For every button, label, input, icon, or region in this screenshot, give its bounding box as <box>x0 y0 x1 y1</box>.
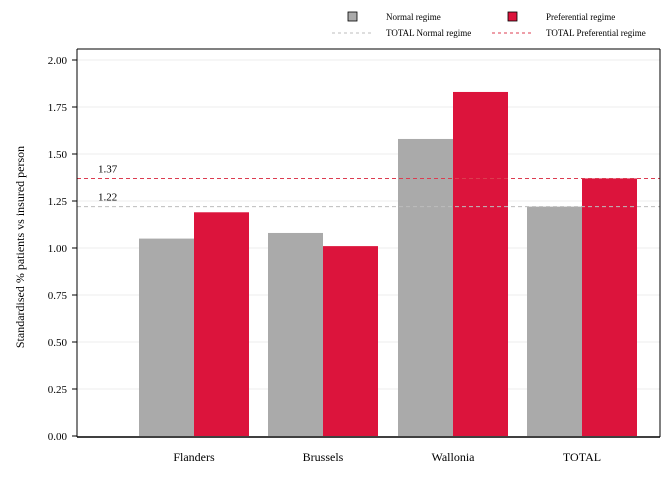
x-category-label: Flanders <box>173 450 215 464</box>
chart-axes: 0.00 0.25 0.50 0.75 1.00 1.25 1.50 1.75 2.00 Flan… <box>48 48 661 464</box>
legend-swatch <box>347 11 358 22</box>
bar-normal-regime-total <box>527 206 582 436</box>
ref-line-label: 1.37 <box>98 163 118 175</box>
legend-entry: TOTAL Normal regime <box>386 28 471 38</box>
x-category-label: Wallonia <box>431 450 475 464</box>
chart-legend: Normal regime Preferential regime TOTAL No… <box>332 11 646 38</box>
ref-line-label: 1.22 <box>98 192 117 204</box>
legend-entry: Normal regime <box>386 12 441 22</box>
bar-normal-regime-brussels <box>268 232 323 436</box>
y-tick-label: 0.50 <box>48 337 68 349</box>
x-category-label: TOTAL <box>563 450 601 464</box>
y-tick-label: 1.25 <box>48 196 68 208</box>
bar-normal-regime-wallonia <box>398 138 453 436</box>
y-tick-label: 0.00 <box>48 431 68 443</box>
legend-swatch <box>507 11 518 22</box>
bar-normal-regime-flanders <box>139 238 194 436</box>
bar-preferential-regime-total <box>582 178 637 436</box>
y-tick-label: 1.00 <box>48 243 68 255</box>
bar-series <box>139 91 637 437</box>
y-tick-label: 0.75 <box>48 290 68 302</box>
y-tick-label: 1.75 <box>48 102 68 114</box>
reference-lines: 1.22 1.37 <box>77 163 660 208</box>
bar-preferential-regime-flanders <box>194 212 249 436</box>
y-tick-label: 0.25 <box>48 384 68 396</box>
bar-preferential-regime-wallonia <box>453 91 508 437</box>
legend-entry: Preferential regime <box>546 12 615 22</box>
y-axis-label: Standardised % patients vs insured perso… <box>13 146 27 348</box>
legend-entry: TOTAL Preferential regime <box>546 28 646 38</box>
bar-preferential-regime-brussels <box>323 246 378 436</box>
y-tick-label: 2.00 <box>48 55 68 67</box>
y-tick-label: 1.50 <box>48 149 68 161</box>
x-category-label: Brussels <box>303 450 344 464</box>
